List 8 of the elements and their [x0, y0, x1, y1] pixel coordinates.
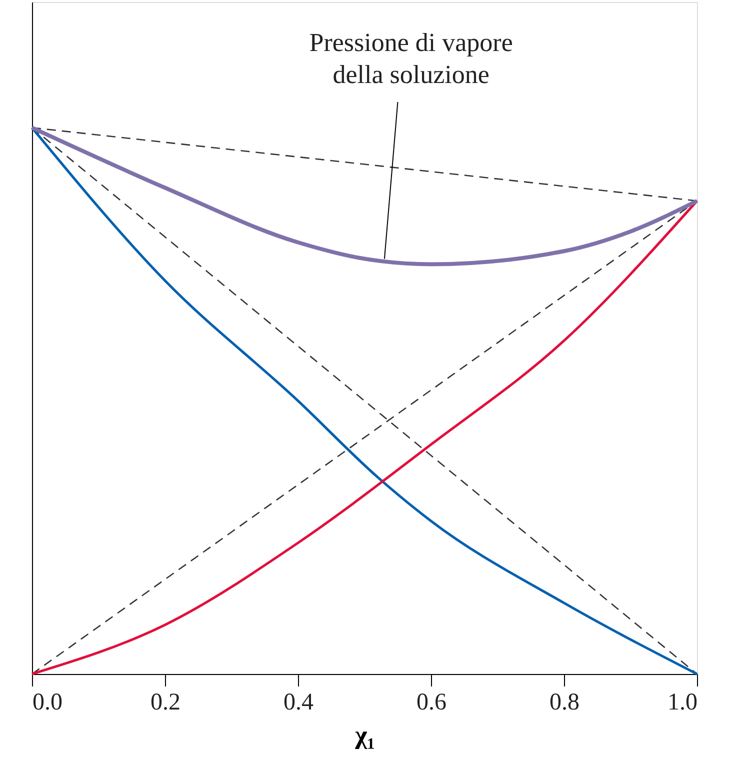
annotation: Pressione di vapore della soluzione: [309, 28, 513, 89]
x-axis-title: χ₁: [354, 720, 375, 750]
x-tick-label: 0.4: [284, 690, 314, 716]
x-tick-label: 0.8: [550, 690, 580, 716]
x-tick-label: 1.0: [668, 690, 698, 716]
x-tick-label: 0.0: [32, 690, 62, 716]
x-tick-label: 0.2: [150, 690, 180, 716]
x-tick-label: 0.6: [416, 690, 446, 716]
